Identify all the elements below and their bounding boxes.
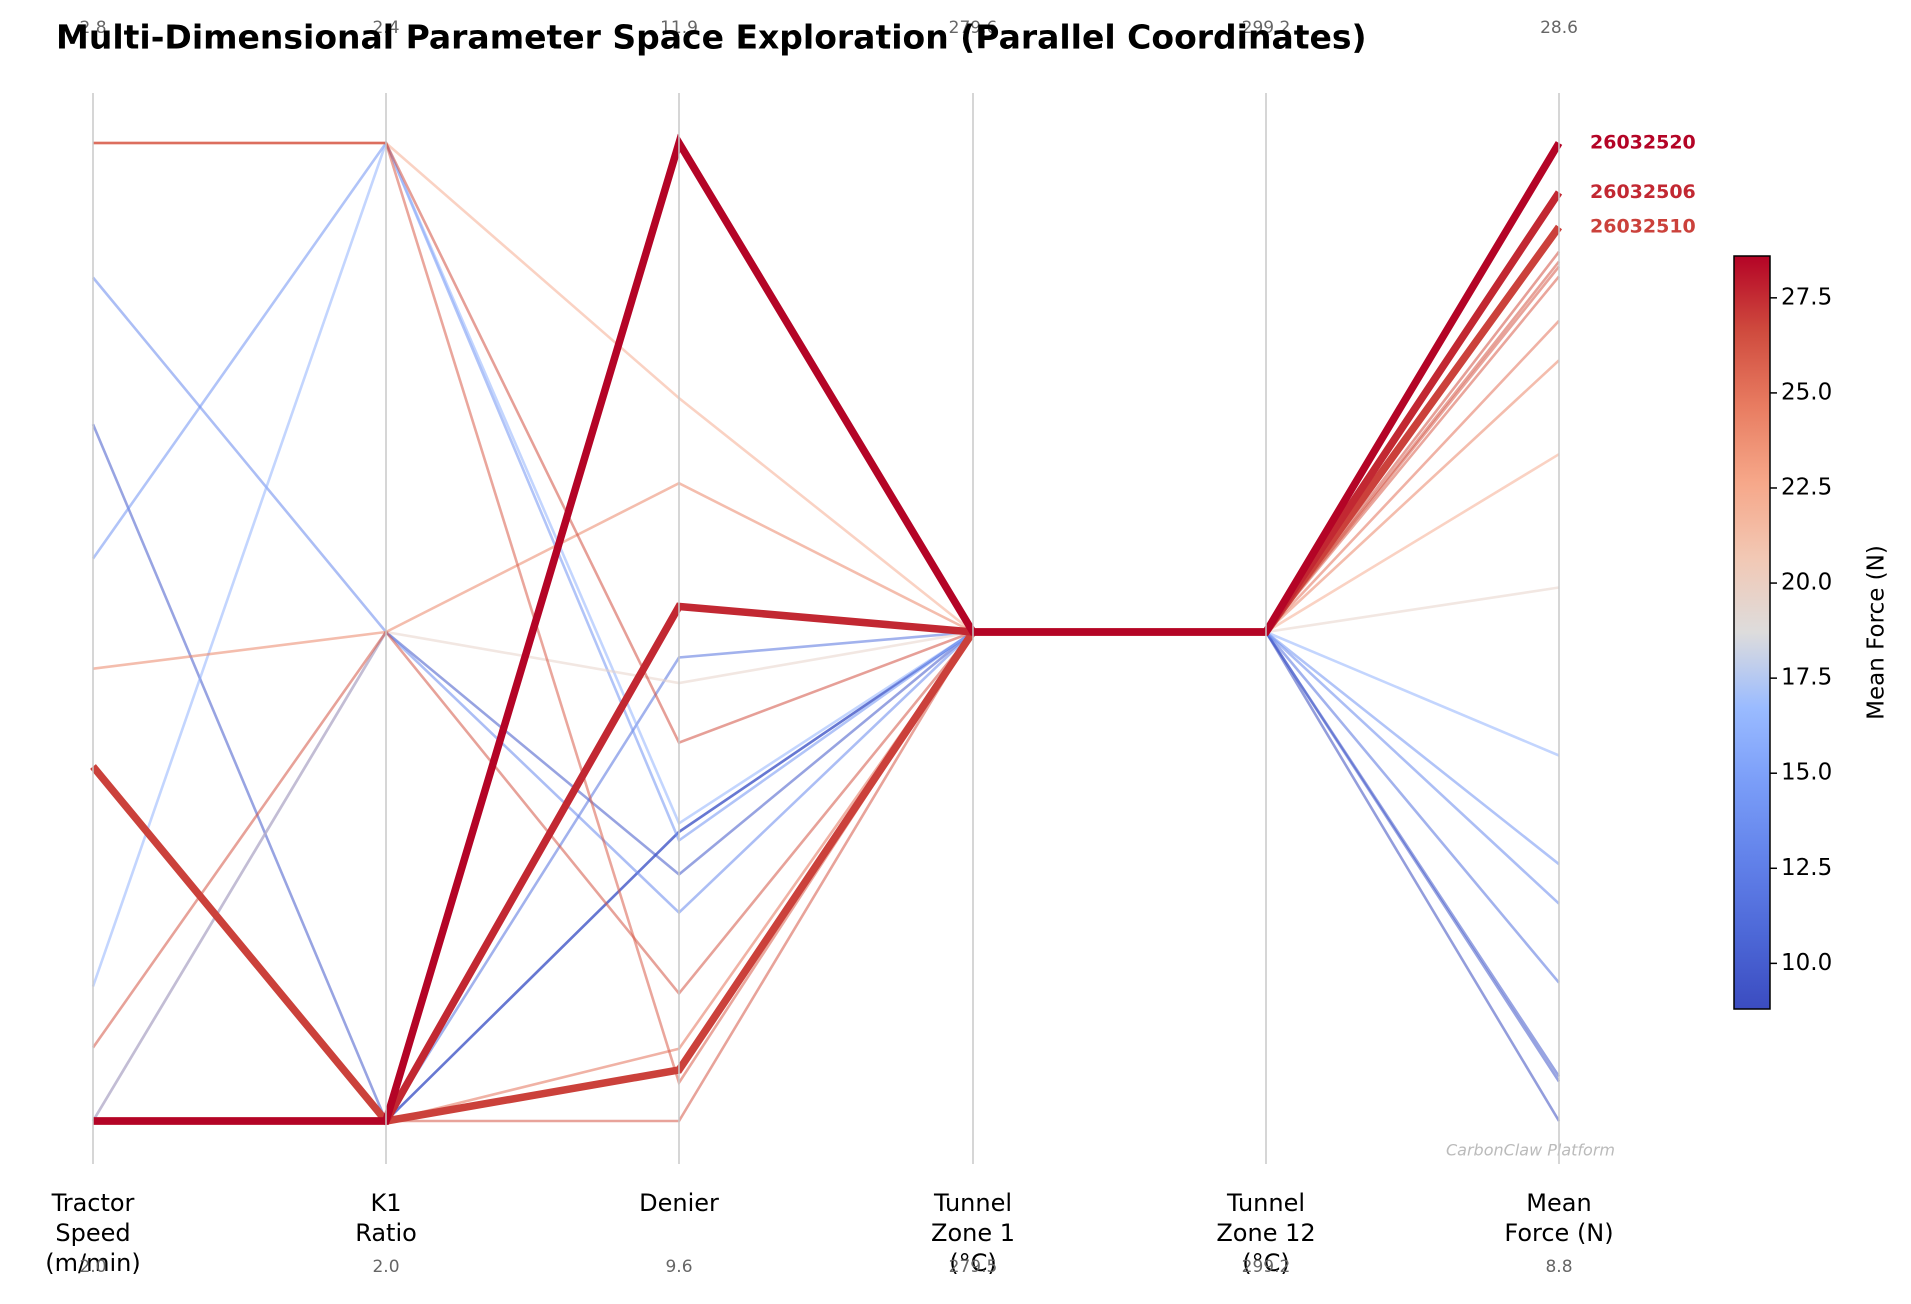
axis-end-label: 2.0	[79, 1257, 106, 1277]
series-line	[90, 224, 1563, 1126]
axis-label: Tunnel Zone 12 (°C)	[1216, 1189, 1315, 1277]
series-line	[91, 423, 1561, 1124]
series-line	[91, 276, 1560, 915]
line-label: 26032510	[1590, 215, 1696, 237]
axis-end-label: 299.2	[1242, 18, 1291, 38]
series-line	[91, 586, 1560, 1122]
colorbar-tick-label: 22.5	[1781, 474, 1832, 500]
axis-end-label: 2.8	[79, 18, 106, 38]
series-line	[93, 141, 1561, 745]
axis-label: Denier	[639, 1189, 719, 1217]
axis-end-label: 279.5	[949, 1257, 998, 1277]
series-line	[93, 133, 1563, 1125]
line-label: 26032520	[1590, 132, 1696, 154]
axis-label: K1 Ratio	[355, 1189, 417, 1247]
axis-end-label: 11.9	[660, 18, 698, 38]
series-line	[92, 359, 1560, 670]
colorbar-tick-label: 12.5	[1781, 855, 1832, 881]
colorbar-tick-label: 17.5	[1781, 665, 1832, 691]
watermark: CarbonClaw Platform	[1446, 1141, 1615, 1160]
axis-end-label: 279.6	[949, 18, 998, 38]
colorbar	[1733, 255, 1771, 1010]
axis-end-label: 28.6	[1540, 18, 1578, 38]
axis-end-label: 8.8	[1545, 1257, 1572, 1277]
colorbar-tick-label: 25.0	[1781, 379, 1832, 405]
axis-end-label: 2.0	[372, 1257, 399, 1277]
colorbar-tick-label: 15.0	[1781, 760, 1832, 786]
axis-label: Tunnel Zone 1 (°C)	[931, 1189, 1015, 1277]
series-line	[91, 260, 1561, 1049]
axis-end-label: 299.2	[1242, 1257, 1291, 1277]
chart-title: Multi-Dimensional Parameter Space Explor…	[56, 18, 1367, 57]
colorbar-tick-label: 27.5	[1781, 284, 1832, 310]
axis-end-label: 9.6	[665, 1257, 692, 1277]
axis-end-label: 2.4	[372, 18, 399, 38]
colorbar-tick-label: 10.0	[1781, 950, 1832, 976]
axis-label: Tractor Speed (m/min)	[45, 1189, 140, 1277]
series-line	[93, 141, 1561, 1086]
series-line	[91, 140, 1560, 866]
colorbar-tick-label: 20.0	[1781, 570, 1832, 596]
colorbar-label: Mean Force (N)	[1864, 545, 1890, 720]
series-line	[91, 139, 1560, 987]
axis-label: Mean Force (N)	[1504, 1189, 1613, 1247]
line-label: 26032506	[1590, 181, 1696, 203]
